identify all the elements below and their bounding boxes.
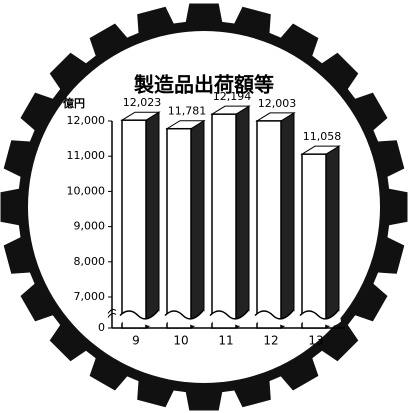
value-label: 12,194 bbox=[213, 90, 252, 103]
bar-side bbox=[190, 119, 205, 329]
y-tick-label: 10,000 bbox=[67, 184, 106, 197]
value-label: 11,781 bbox=[168, 105, 207, 118]
x-tick-label: 9 bbox=[132, 334, 140, 348]
bar bbox=[256, 120, 282, 329]
y-tick-label: 7,000 bbox=[74, 290, 106, 303]
value-label: 11,058 bbox=[303, 130, 342, 143]
bar-break-line bbox=[254, 309, 295, 320]
y-tick-label: 12,000 bbox=[67, 114, 106, 127]
bar-break-line bbox=[164, 309, 205, 320]
bar-break-line bbox=[119, 309, 160, 320]
x-tick-label: 10 bbox=[173, 334, 188, 348]
value-label: 12,003 bbox=[258, 97, 297, 110]
x-tick-label: 12 bbox=[263, 334, 278, 348]
bar bbox=[121, 119, 147, 329]
bar-side bbox=[325, 145, 340, 329]
bar-side bbox=[145, 111, 160, 329]
bar bbox=[301, 153, 327, 329]
chart-title: 製造品出荷額等 bbox=[134, 73, 274, 97]
bar-side bbox=[280, 111, 295, 329]
y-tick-label: 0 bbox=[98, 321, 105, 334]
bar-break-line bbox=[209, 309, 250, 320]
bar-break-line bbox=[299, 309, 340, 320]
y-tick-label: 8,000 bbox=[74, 255, 106, 268]
bar-side bbox=[235, 105, 250, 329]
y-tick-label: 9,000 bbox=[74, 220, 106, 233]
unit-label: 億円 bbox=[63, 96, 85, 110]
value-label: 12,023 bbox=[123, 96, 162, 109]
y-tick-label: 11,000 bbox=[67, 149, 106, 162]
bar bbox=[211, 113, 237, 329]
axis-break bbox=[107, 309, 117, 318]
x-tick-label: 13 bbox=[308, 334, 323, 348]
bar bbox=[166, 127, 192, 329]
x-tick-label: 11 bbox=[218, 334, 233, 348]
